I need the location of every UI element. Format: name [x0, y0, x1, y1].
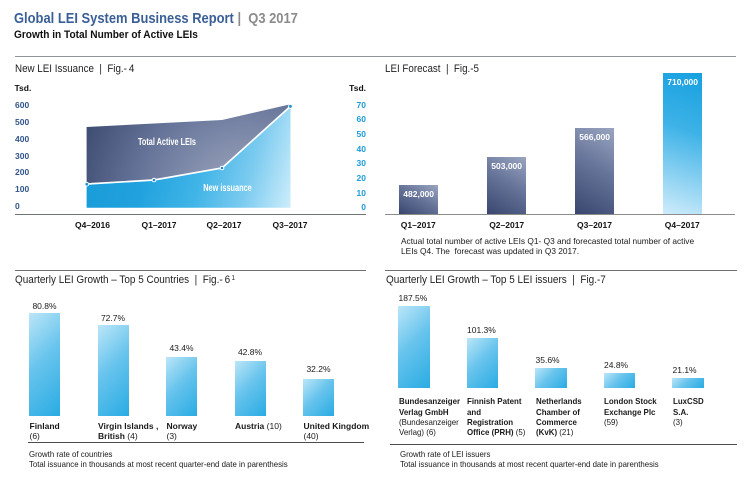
- svg-text:Total Active LEIs: Total Active LEIs: [138, 137, 196, 148]
- svg-text:New issuance: New issuance: [203, 183, 252, 194]
